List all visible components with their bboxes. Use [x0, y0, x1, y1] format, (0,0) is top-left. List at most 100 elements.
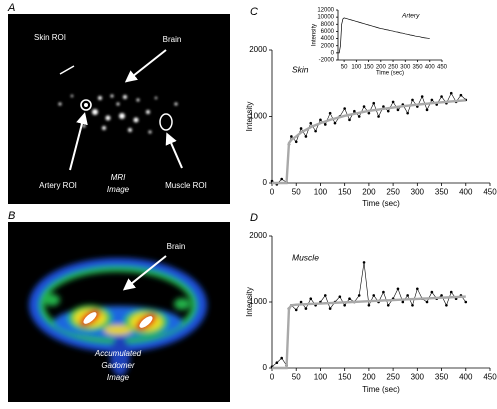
x-axis-label: Time (sec)	[362, 199, 400, 208]
data-line	[271, 262, 467, 367]
data-point	[343, 304, 346, 307]
x-tick-label: 350	[435, 188, 449, 197]
data-point	[411, 98, 414, 102]
y-tick-label: 10000	[317, 15, 334, 21]
data-point	[280, 356, 283, 360]
x-tick-label: 450	[483, 373, 497, 382]
data-point	[401, 300, 405, 304]
data-point	[280, 177, 283, 181]
x-tick-label: 450	[483, 188, 497, 197]
mri-image	[8, 14, 230, 204]
data-point	[333, 121, 337, 125]
x-tick-label: 200	[362, 373, 376, 382]
annotation: Artery ROI	[39, 181, 77, 190]
annotation: Brain	[167, 242, 186, 251]
data-point	[348, 297, 351, 301]
x-tick-label: 400	[459, 373, 473, 382]
data-point	[270, 179, 274, 183]
data-point	[416, 287, 419, 291]
y-tick-label: -2000	[319, 58, 335, 64]
data-point	[367, 111, 371, 115]
data-point	[299, 300, 303, 304]
x-tick-label: 250	[386, 373, 400, 382]
data-point	[382, 105, 385, 108]
data-point	[445, 304, 448, 307]
fit-line	[272, 99, 466, 185]
x-tick-label: 0	[270, 188, 275, 197]
data-point	[275, 361, 279, 365]
data-point	[386, 304, 390, 307]
data-point	[357, 115, 361, 118]
fit-line	[272, 295, 466, 370]
data-point	[386, 109, 390, 113]
y-axis-label: Intensity	[312, 24, 318, 46]
data-point	[304, 135, 308, 138]
x-tick-label: 350	[413, 64, 424, 70]
x-axis-label: Time (sec)	[376, 71, 404, 77]
data-point	[440, 294, 443, 297]
panel-label: D	[250, 212, 258, 224]
y-tick-label: 2000	[249, 231, 267, 240]
data-point	[314, 129, 317, 133]
data-point	[362, 261, 366, 264]
x-tick-label: 150	[364, 64, 375, 70]
data-point	[357, 294, 361, 297]
data-point	[440, 95, 443, 98]
y-tick-label: 8000	[321, 22, 335, 28]
y-tick-label: 1000	[249, 112, 267, 121]
data-point	[449, 91, 453, 95]
data-point	[323, 123, 327, 126]
x-tick-label: 450	[437, 64, 448, 70]
chart-label: Muscle	[292, 252, 319, 262]
y-tick-label: 4000	[321, 36, 335, 42]
y-axis-label: Intensity	[245, 102, 254, 132]
data-point	[343, 107, 346, 110]
x-tick-label: 100	[314, 188, 328, 197]
x-tick-label: 250	[386, 188, 400, 197]
data-point	[328, 307, 332, 310]
data-point	[459, 93, 463, 97]
x-tick-label: 150	[338, 188, 352, 197]
x-tick-label: 200	[376, 64, 387, 70]
data-point	[464, 300, 468, 304]
gadomer-image	[8, 222, 230, 402]
caption: Image	[107, 185, 130, 194]
y-tick-label: 0	[263, 363, 268, 372]
data-point	[372, 294, 376, 297]
data-point	[425, 108, 429, 112]
caption: Image	[107, 373, 130, 382]
data-point	[294, 140, 298, 144]
x-tick-label: 200	[362, 188, 376, 197]
data-point	[430, 98, 434, 102]
data-point	[353, 109, 356, 113]
data-point	[290, 135, 293, 138]
panel-label: A	[7, 2, 15, 14]
y-axis-label: Intensity	[245, 287, 254, 317]
caption: Gadomer	[101, 361, 135, 370]
inset-background	[337, 9, 443, 61]
data-point	[372, 101, 376, 105]
data-point	[430, 290, 434, 294]
y-tick-label: 2000	[321, 43, 335, 49]
chart-label: Skin	[292, 64, 309, 74]
panel-label: C	[250, 6, 258, 18]
y-tick-label: 1000	[249, 297, 267, 306]
y-tick-label: 0	[263, 178, 268, 187]
chart-label: Artery	[401, 13, 420, 20]
caption: Accumulated	[94, 349, 142, 358]
data-point	[396, 108, 400, 112]
x-tick-label: 350	[435, 373, 449, 382]
x-tick-label: 400	[425, 64, 436, 70]
data-point	[338, 295, 342, 299]
x-tick-label: 300	[411, 188, 425, 197]
data-point	[391, 100, 395, 104]
data-point	[377, 115, 380, 118]
x-tick-label: 300	[411, 373, 425, 382]
annotation: Skin ROI	[34, 33, 66, 42]
data-point	[309, 121, 313, 125]
x-tick-label: 50	[292, 188, 301, 197]
data-point	[348, 118, 351, 122]
x-tick-label: 250	[388, 64, 399, 70]
x-tick-label: 100	[351, 64, 362, 70]
